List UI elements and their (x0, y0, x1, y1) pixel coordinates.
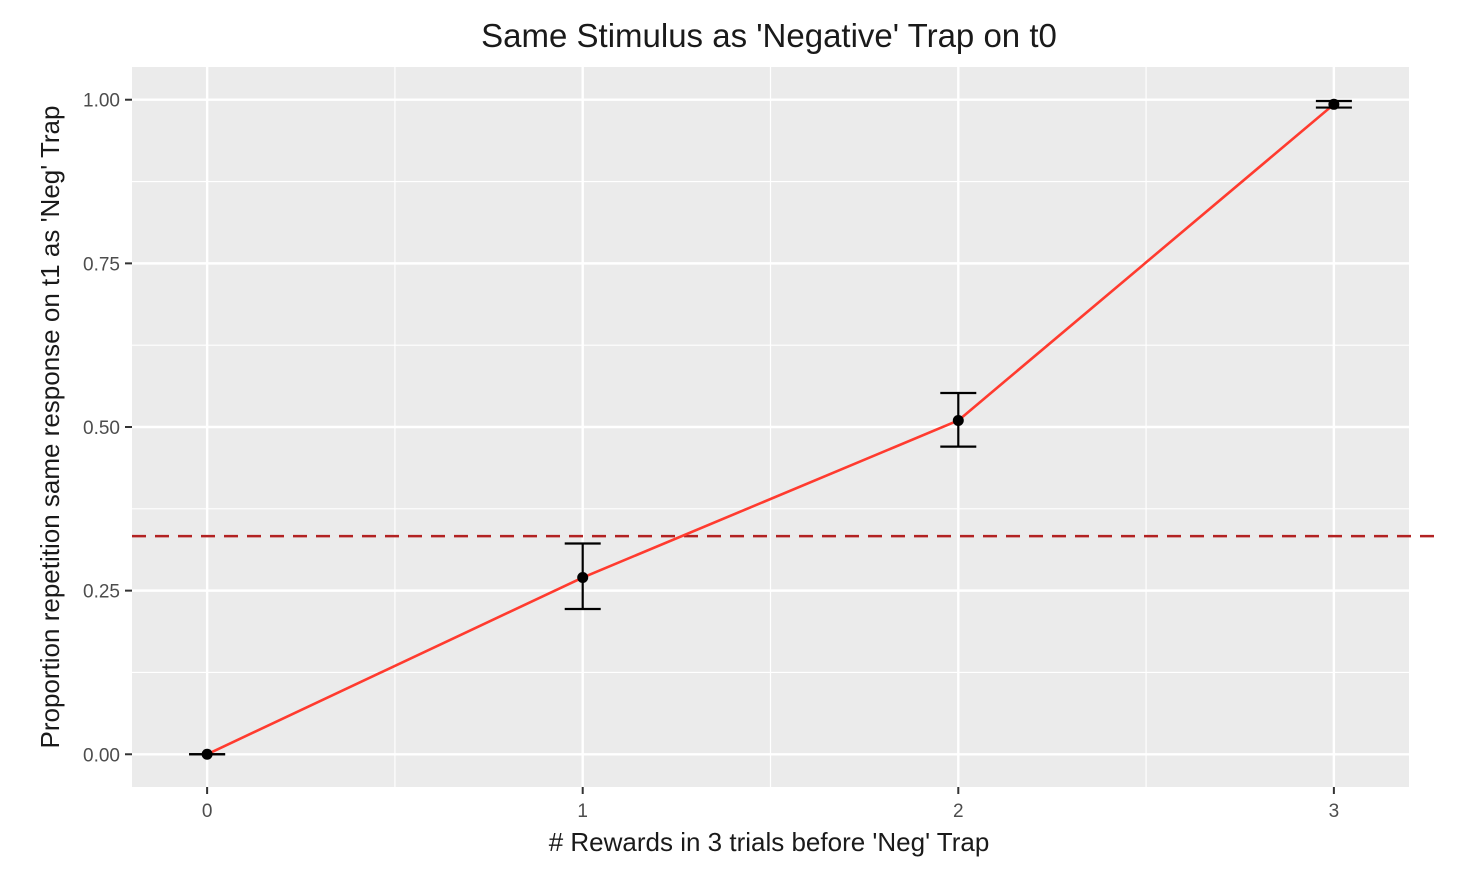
x-tick-label-0: 0 (202, 801, 213, 822)
chart-title: Same Stimulus as 'Negative' Trap on t0 (481, 17, 1057, 54)
y-axis-title: Proportion repetition same response on t… (35, 106, 65, 749)
x-tick-label-2: 2 (953, 801, 964, 822)
y-tick-label-2: 0.50 (83, 418, 120, 439)
axis-ticks (125, 98, 1335, 794)
x-tick-label-3: 3 (1329, 801, 1340, 822)
x-tick-label-1: 1 (577, 801, 588, 822)
y-tick-label-1: 0.25 (83, 582, 120, 603)
series-line-layer (206, 103, 1335, 756)
data-point-1 (577, 572, 589, 584)
y-tick-label-0: 0.00 (83, 745, 120, 766)
y-tick-label-3: 0.75 (83, 254, 120, 275)
y-tick-label-4: 1.00 (83, 91, 120, 112)
x-axis-title: # Rewards in 3 trials before 'Neg' Trap (549, 827, 990, 857)
data-point-3 (1328, 98, 1340, 110)
grid-lines (132, 67, 1409, 787)
data-point-2 (952, 414, 964, 426)
data-points (201, 98, 1340, 760)
tick-labels: 0 1 2 3 0.00 0.25 0.50 0.75 1.00 (83, 91, 1339, 822)
data-point-0 (201, 748, 213, 760)
series-line (206, 103, 1335, 756)
